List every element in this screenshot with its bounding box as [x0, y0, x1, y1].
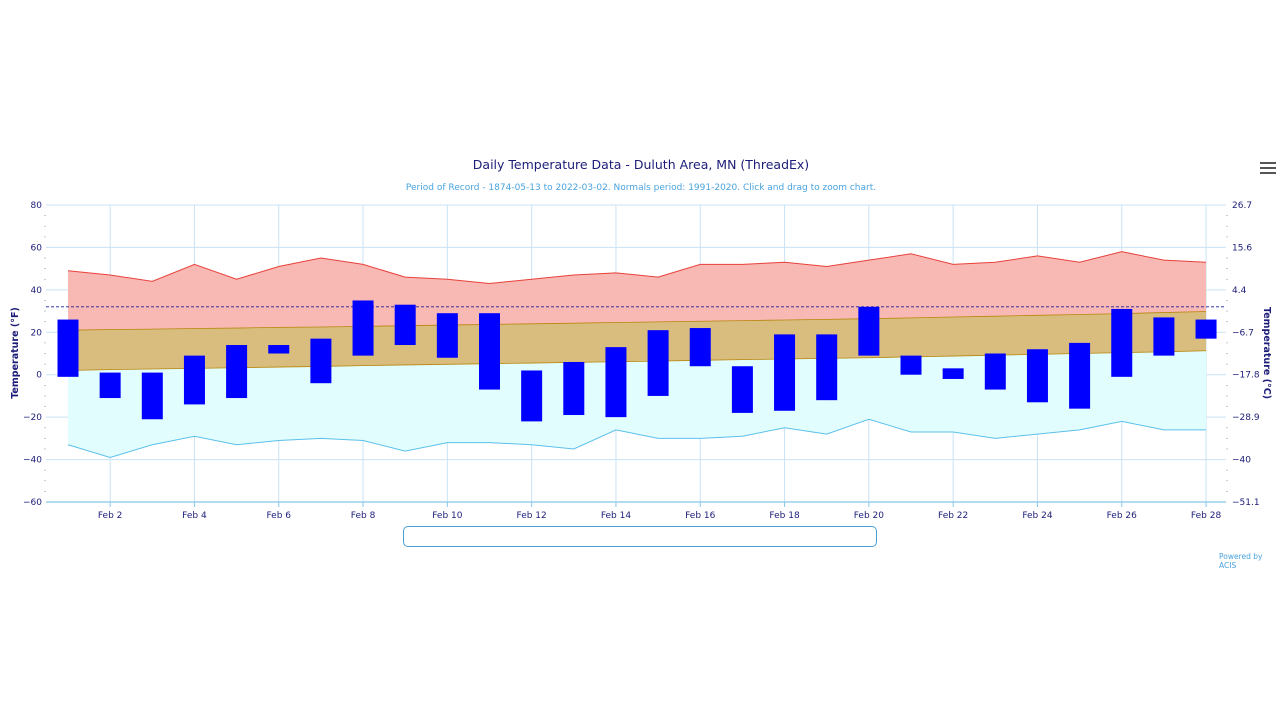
observed-bar [521, 370, 543, 422]
record-max-line [67, 251, 1207, 284]
observed-bar [268, 345, 290, 354]
chart-subtitle: Period of Record - 1874-05-13 to 2022-03… [406, 183, 876, 193]
x-tick-label: Feb 10 [432, 511, 463, 521]
observed-bar [942, 368, 964, 379]
legend-box [403, 526, 877, 547]
x-tick-label: Feb 26 [1107, 511, 1138, 521]
y-tick-label-left: 60 [31, 243, 43, 253]
x-tick-label: Feb 18 [769, 511, 800, 521]
observed-bar [1111, 308, 1133, 377]
observed-bar [479, 313, 500, 390]
powered-by-credit[interactable]: Powered by ACIS [1219, 552, 1263, 570]
y-axis-title-right: Temperature (°C) [1261, 307, 1272, 399]
y-tick-label-right: −51.1 [1232, 498, 1260, 508]
x-tick-label: Feb 6 [266, 511, 291, 521]
observed-bar [1153, 317, 1175, 356]
observed-bar [394, 304, 416, 346]
observed-bar [1069, 342, 1091, 409]
x-tick-label: Feb 14 [601, 511, 632, 521]
menu-icon-line [1260, 167, 1276, 169]
y-tick-label-right: −17.8 [1232, 371, 1260, 381]
observed-bar [1026, 349, 1048, 403]
observed-bar [858, 306, 880, 356]
observed-bar [57, 319, 79, 377]
observed-bar [141, 372, 163, 420]
observed-range-bars [57, 300, 1217, 422]
normal-high-edge [67, 311, 1207, 331]
y-tick-label-right: −40 [1232, 456, 1251, 466]
axes: 80 60 40 20 0 −20 −40 −60 26.7 15.6 4.4 −6.7 −17.8 −2… [23, 201, 1260, 521]
y-tick-label-left: −20 [23, 413, 42, 423]
observed-bar [647, 330, 669, 396]
observed-bar [816, 334, 838, 401]
observed-bar [731, 366, 753, 413]
observed-bar [1195, 319, 1217, 339]
x-tick-label: Feb 2 [98, 511, 123, 521]
observed-bar [605, 347, 627, 418]
observed-bar [563, 361, 585, 416]
y-tick-label-left: 40 [31, 286, 43, 296]
y-axis-title-left: Temperature (°F) [10, 307, 21, 399]
record-lines [46, 251, 1226, 458]
observed-bar [900, 355, 922, 375]
chart-menu-button[interactable] [1259, 160, 1277, 178]
y-tick-label-right: 15.6 [1232, 243, 1252, 253]
observed-bar [310, 338, 332, 384]
observed-bar [436, 313, 458, 358]
observed-bar [984, 353, 1006, 390]
observed-bar [226, 345, 248, 399]
x-tick-label: Feb 22 [938, 511, 968, 521]
chart-title: Daily Temperature Data - Duluth Area, MN… [473, 157, 809, 172]
observed-bar [774, 334, 796, 411]
record-low-band [68, 350, 1207, 458]
y-tick-label-left: 20 [31, 328, 43, 338]
observed-bar [183, 355, 205, 405]
y-tick-label-right: −6.7 [1232, 328, 1254, 338]
normal-low-edge [67, 350, 1207, 371]
y-tick-label-right: 26.7 [1232, 201, 1252, 211]
record-min-line [67, 418, 1207, 458]
y-tick-label-left: −60 [23, 498, 42, 508]
x-tick-label: Feb 24 [1022, 511, 1053, 521]
y-tick-label-right: 4.4 [1232, 286, 1247, 296]
menu-icon [1260, 162, 1276, 164]
x-tick-label: Feb 28 [1191, 511, 1222, 521]
y-tick-label-left: 80 [31, 201, 43, 211]
observed-bar [352, 300, 374, 356]
y-tick-label-right: −28.9 [1232, 413, 1260, 423]
normal-range-band [68, 311, 1207, 371]
temperature-bands [68, 251, 1207, 458]
x-tick-label: Feb 20 [854, 511, 885, 521]
x-tick-label: Feb 12 [517, 511, 547, 521]
record-high-band [68, 251, 1207, 331]
x-tick-label: Feb 4 [182, 511, 207, 521]
x-tick-label: Feb 16 [685, 511, 716, 521]
y-tick-label-left: 0 [36, 371, 42, 381]
observed-bar [99, 372, 121, 399]
observed-bar [689, 328, 711, 367]
x-tick-label: Feb 8 [351, 511, 376, 521]
y-tick-label-left: −40 [23, 456, 42, 466]
menu-icon-line [1260, 172, 1276, 174]
